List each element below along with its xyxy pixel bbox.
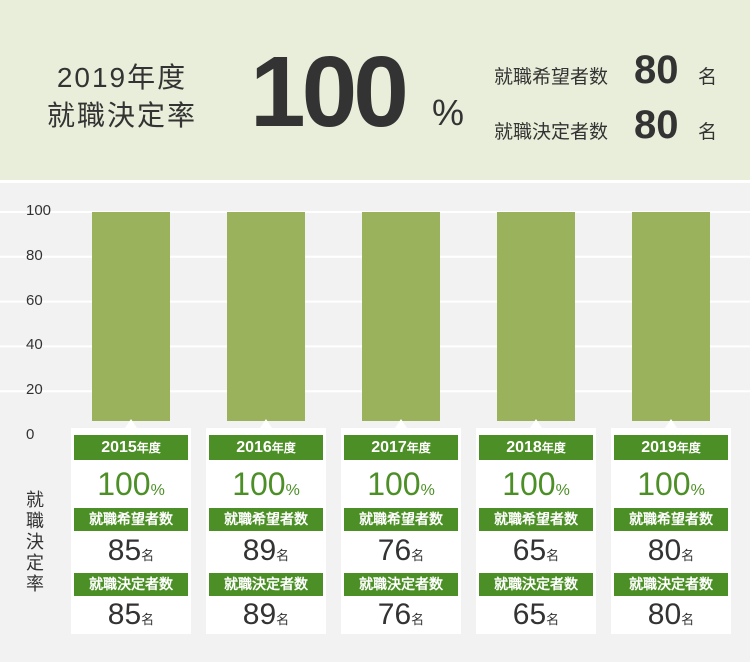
y-tick-label: 80 — [26, 246, 43, 264]
card-applicants-value: 80名 — [647, 534, 695, 567]
card-year: 2018年度 — [479, 435, 593, 460]
summary-decided-label: 就職決定者数 — [494, 122, 609, 143]
card-pointer — [530, 419, 542, 428]
y-tick-label: 0 — [26, 426, 35, 443]
card-decided-value: 85名 — [107, 598, 155, 631]
card-applicants-label: 就職希望者数 — [209, 508, 323, 531]
card-pointer — [665, 419, 677, 428]
y-axis-title: 就職決定率 — [26, 490, 44, 594]
card-applicants-label: 就職希望者数 — [479, 508, 593, 531]
card-decided-label: 就職決定者数 — [479, 573, 593, 596]
year-card: 2015年度 100% 就職希望者数 85名 就職決定者数 85名 — [71, 419, 191, 634]
card-rate: 100% — [232, 466, 300, 502]
card-decided-label: 就職決定者数 — [74, 573, 188, 596]
bar-2016年度 — [227, 212, 305, 421]
card-decided-value: 89名 — [242, 598, 290, 631]
card-year: 2016年度 — [209, 435, 323, 460]
card-applicants-label: 就職希望者数 — [344, 508, 458, 531]
y-tick-label: 100 — [26, 202, 52, 219]
bar-2019年度 — [632, 212, 710, 421]
summary-header: 2019年度 就職決定率 100 % 就職希望者数 80 名 就職決定者数 80… — [0, 0, 750, 180]
card-decided-value: 80名 — [647, 598, 695, 631]
card-applicants-value: 65名 — [512, 534, 560, 567]
summary-decided-unit: 名 — [698, 122, 718, 143]
card-applicants-label: 就職希望者数 — [74, 508, 188, 531]
year-card: 2018年度 100% 就職希望者数 65名 就職決定者数 65名 — [476, 419, 596, 634]
card-decided-label: 就職決定者数 — [344, 573, 458, 596]
y-tick-label: 60 — [26, 291, 43, 309]
summary-applicants-unit: 名 — [698, 67, 718, 88]
bar-chart — [0, 211, 750, 421]
y-tick-label: 20 — [26, 381, 43, 399]
card-decided-label: 就職決定者数 — [614, 573, 728, 596]
card-decided-label: 就職決定者数 — [209, 573, 323, 596]
card-pointer — [260, 419, 272, 428]
card-rate: 100% — [637, 466, 705, 502]
card-year: 2019年度 — [614, 435, 728, 460]
card-year: 2015年度 — [74, 435, 188, 460]
card-pointer — [395, 419, 407, 428]
card-rate: 100% — [97, 466, 165, 502]
summary-applicants-value: 80 — [634, 48, 679, 92]
bar-2018年度 — [497, 212, 575, 421]
card-applicants-value: 85名 — [107, 534, 155, 567]
card-rate: 100% — [367, 466, 435, 502]
bar-2015年度 — [92, 212, 170, 421]
year-card: 2017年度 100% 就職希望者数 76名 就職決定者数 76名 — [341, 419, 461, 634]
year-card: 2019年度 100% 就職希望者数 80名 就職決定者数 80名 — [611, 419, 731, 634]
summary-label: 就職決定率 — [46, 100, 197, 131]
card-decided-value: 65名 — [512, 598, 560, 631]
card-applicants-label: 就職希望者数 — [614, 508, 728, 531]
bar-2017年度 — [362, 212, 440, 421]
card-applicants-value: 89名 — [242, 534, 290, 567]
chart-plot-area — [0, 183, 750, 421]
year-card: 2016年度 100% 就職希望者数 89名 就職決定者数 89名 — [206, 419, 326, 634]
y-tick-label: 40 — [26, 336, 43, 354]
card-pointer — [125, 419, 137, 428]
summary-decided-value: 80 — [634, 103, 679, 147]
card-rate: 100% — [502, 466, 570, 502]
card-year: 2017年度 — [344, 435, 458, 460]
summary-applicants-label: 就職希望者数 — [494, 67, 609, 88]
card-applicants-value: 76名 — [377, 534, 425, 567]
summary-year: 2019年度 — [56, 62, 188, 93]
summary-rate: 100 — [250, 36, 409, 148]
card-decided-value: 76名 — [377, 598, 425, 631]
summary-rate-unit: % — [432, 92, 465, 133]
